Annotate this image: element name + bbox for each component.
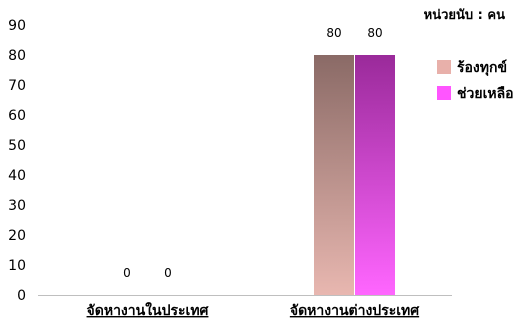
x-category-label: จัดหางานต่างประเทศ	[290, 303, 420, 319]
y-tick-label: 40	[8, 168, 26, 184]
x-category-label: จัดหางานในประเทศ	[87, 301, 210, 319]
y-tick-label: 30	[8, 198, 26, 214]
y-tick-label: 80	[8, 48, 26, 64]
data-label: 0	[164, 266, 172, 280]
legend-label: ช่วยเหลือ	[457, 86, 514, 102]
y-tick-label: 20	[8, 228, 26, 244]
y-tick-label: 0	[17, 288, 26, 304]
y-tick-label: 10	[8, 258, 26, 274]
bar-complaint-1	[314, 55, 354, 295]
legend-swatch	[437, 86, 451, 100]
y-tick-label: 70	[8, 78, 26, 94]
data-label: 80	[367, 26, 382, 40]
data-label: 0	[123, 266, 131, 280]
unit-label: หน่วยนับ : คน	[423, 8, 505, 23]
data-label: 80	[326, 26, 341, 40]
legend-swatch	[437, 60, 451, 74]
y-tick-label: 60	[8, 108, 26, 124]
chart-axes: 0 10 20 30 40 50 60 70 80 90 จัดหางานในประเทศ จัดหา…	[8, 18, 452, 319]
legend-label: ร้องทุกข์	[457, 59, 507, 76]
chart-bars: 0 0 80 80	[123, 26, 395, 295]
bar-assistance-1	[355, 55, 395, 295]
chart-legend: ร้องทุกข์ช่วยเหลือ	[437, 59, 514, 102]
y-tick-label: 50	[8, 138, 26, 154]
y-tick-label: 90	[8, 18, 26, 34]
